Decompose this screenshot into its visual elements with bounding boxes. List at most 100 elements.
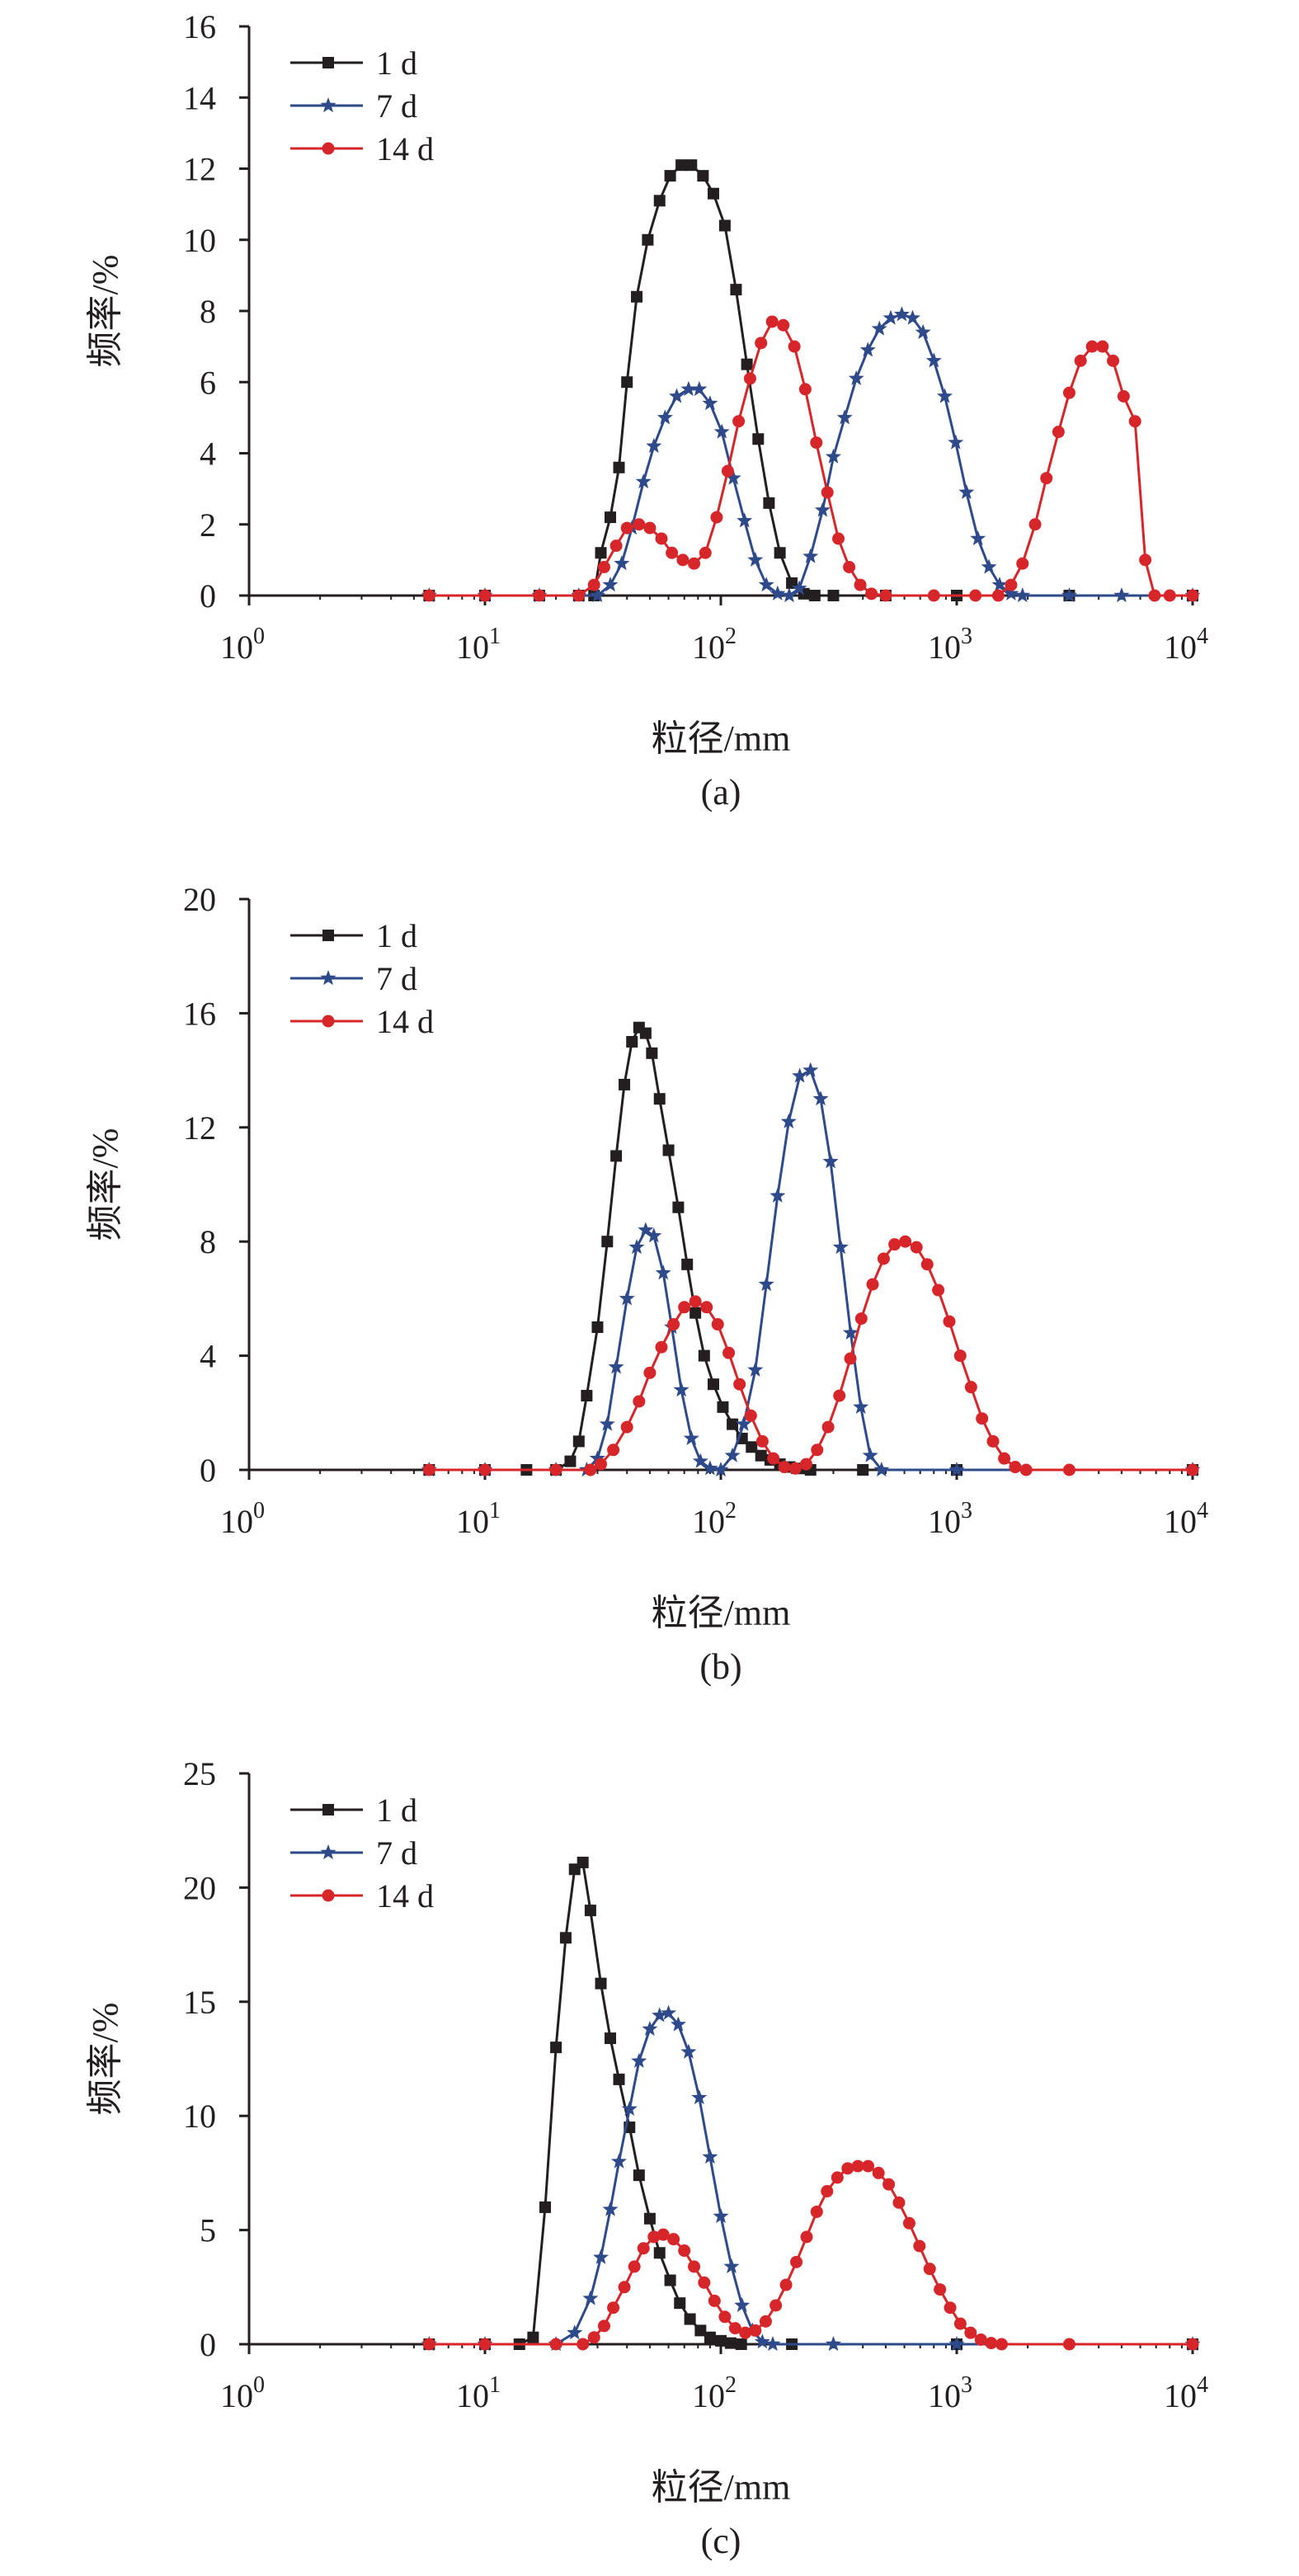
data-point — [664, 170, 676, 182]
y-tick-label: 20 — [183, 1869, 216, 1906]
legend-label: 1 d — [376, 1792, 417, 1829]
data-point — [1085, 340, 1099, 353]
data-point — [862, 1447, 878, 1462]
data-point — [664, 2274, 676, 2286]
data-point — [633, 518, 646, 531]
data-point — [715, 2334, 727, 2347]
data-point — [678, 1301, 691, 1314]
data-point — [770, 1187, 786, 1203]
series-line — [429, 2011, 1193, 2346]
y-axis-label: 频率/% — [85, 1128, 125, 1241]
data-point — [422, 1463, 435, 1476]
data-point — [1139, 553, 1152, 567]
data-point — [667, 2233, 680, 2246]
data-point — [597, 561, 610, 573]
data-point — [678, 2244, 691, 2258]
data-point — [673, 1382, 690, 1397]
data-point — [647, 2230, 661, 2244]
x-tick-label: 102 — [692, 1498, 737, 1540]
y-tick-label: 0 — [200, 1452, 216, 1489]
data-point — [877, 1252, 890, 1265]
legend: 1 d 7 d 14 d — [290, 1792, 434, 1914]
data-point — [853, 1398, 869, 1414]
data-point — [986, 1434, 1000, 1448]
y-tick-label: 14 — [183, 79, 216, 116]
data-point — [836, 409, 853, 425]
data-point — [655, 1340, 668, 1354]
data-point — [964, 2326, 977, 2339]
data-point — [681, 1258, 694, 1270]
data-point — [759, 2315, 772, 2328]
data-point — [478, 1463, 492, 1476]
y-tick-label: 12 — [183, 1109, 216, 1147]
x-tick-label: 103 — [928, 624, 972, 666]
data-point — [842, 1324, 859, 1340]
data-point — [991, 589, 1005, 602]
data-point — [821, 1420, 835, 1434]
y-tick-label: 25 — [183, 1755, 216, 1792]
series-line — [429, 1860, 1193, 2346]
data-point — [587, 578, 600, 591]
data-point — [752, 433, 765, 445]
series-square — [423, 1021, 1198, 1476]
data-point — [780, 1113, 797, 1128]
data-point — [688, 557, 701, 570]
data-point — [628, 1239, 645, 1255]
data-point — [605, 511, 617, 524]
data-point — [708, 2294, 721, 2307]
data-point — [670, 2016, 686, 2032]
y-tick-label: 0 — [200, 2326, 216, 2363]
x-tick-label: 104 — [1164, 624, 1208, 666]
data-point — [601, 1236, 614, 1248]
data-point — [1074, 354, 1087, 367]
series-circle — [422, 2159, 1199, 2351]
data-point — [694, 2324, 707, 2337]
data-point — [1163, 589, 1176, 602]
data-point — [533, 589, 546, 602]
legend-marker — [322, 142, 335, 155]
data-point — [765, 315, 779, 328]
x-tick-label: 101 — [456, 624, 501, 666]
data-point — [643, 1366, 657, 1379]
data-point — [821, 486, 834, 499]
legend-marker — [322, 1015, 335, 1028]
x-tick-label: 104 — [1164, 1498, 1208, 1540]
data-point — [777, 318, 790, 332]
data-point — [810, 436, 823, 450]
data-point — [882, 2178, 896, 2191]
data-point — [691, 2089, 708, 2105]
data-point — [739, 2326, 752, 2339]
data-point — [422, 589, 435, 602]
data-point — [1052, 426, 1065, 439]
series-line — [429, 1068, 1193, 1472]
data-point — [958, 483, 975, 499]
data-point — [1062, 386, 1075, 399]
data-point — [985, 2337, 998, 2350]
legend-label: 7 d — [376, 960, 417, 997]
data-point — [1186, 589, 1199, 602]
data-point — [893, 306, 910, 322]
data-point — [633, 1395, 646, 1408]
data-point — [1061, 587, 1077, 603]
y-tick-label: 20 — [183, 881, 216, 918]
data-point — [646, 1047, 658, 1059]
data-point — [595, 547, 607, 559]
data-point — [998, 1452, 1011, 1465]
data-point — [655, 532, 668, 545]
data-point — [666, 546, 679, 559]
data-point — [872, 2166, 885, 2179]
data-point — [550, 2041, 562, 2054]
data-point — [626, 1036, 638, 1048]
data-point — [608, 1359, 624, 1374]
data-point — [948, 2336, 965, 2352]
data-point — [821, 2185, 834, 2198]
data-point — [609, 539, 623, 553]
data-point — [767, 1452, 780, 1465]
x-axis-label: 粒径/mm — [652, 1593, 791, 1633]
data-point — [613, 2073, 625, 2085]
data-point — [854, 1312, 868, 1326]
data-point — [1009, 1461, 1022, 1474]
data-point — [702, 395, 718, 411]
series-line — [429, 2164, 1193, 2346]
x-tick-label: 100 — [220, 624, 265, 666]
